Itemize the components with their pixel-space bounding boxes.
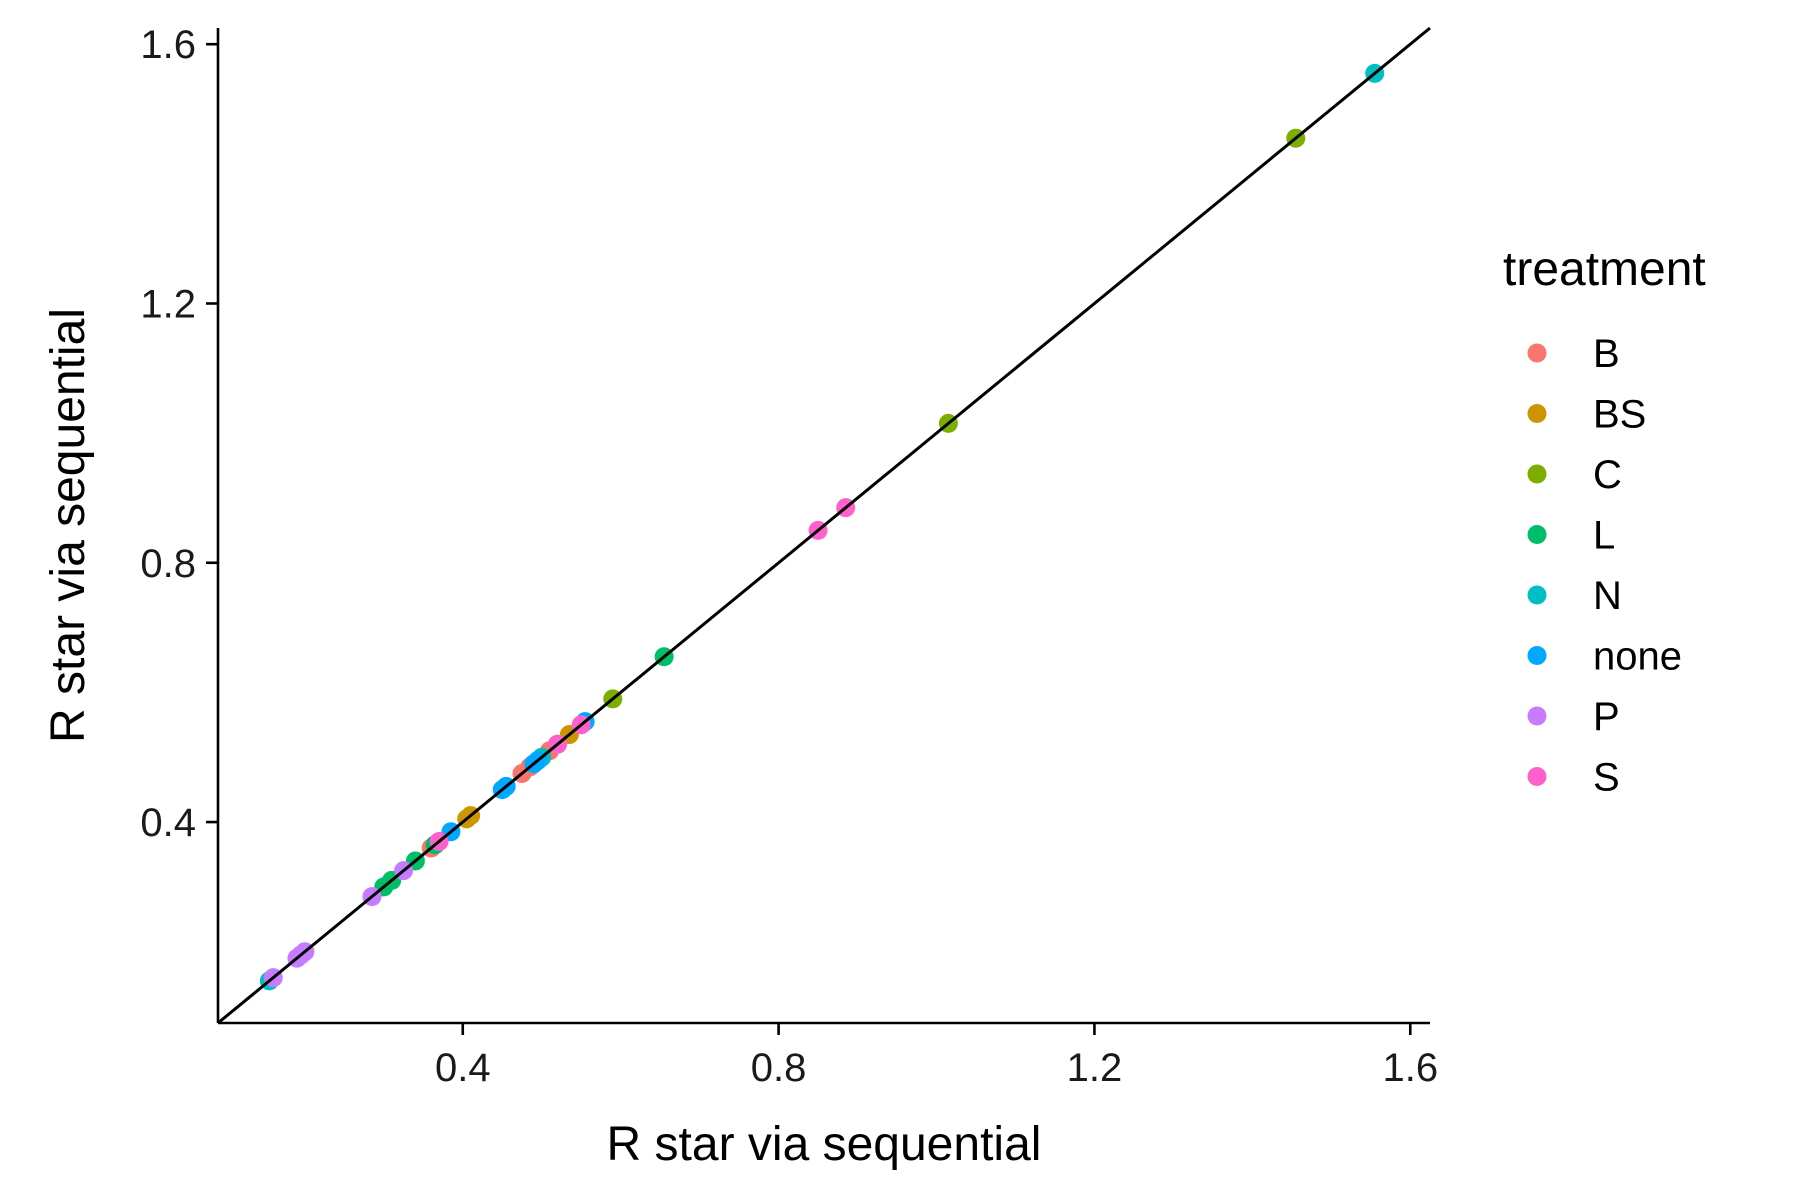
y-tick-label: 0.4 xyxy=(140,801,196,845)
legend-key-c xyxy=(1527,464,1547,484)
legend-label-p: P xyxy=(1593,695,1620,739)
x-tick-label: 0.4 xyxy=(435,1046,491,1090)
x-tick-label: 1.2 xyxy=(1067,1046,1123,1090)
legend-key-s xyxy=(1527,767,1547,786)
legend-label-s: S xyxy=(1593,756,1620,800)
legend-key-b xyxy=(1527,343,1547,363)
legend-label-none: none xyxy=(1593,635,1682,679)
y-axis-ticks: 0.4 0.8 1.2 1.6 xyxy=(140,23,218,845)
legend-label-l: L xyxy=(1593,514,1615,558)
legend-label-c: C xyxy=(1593,453,1622,497)
x-axis-title: R star via sequential xyxy=(607,1118,1042,1171)
y-tick-label: 1.2 xyxy=(140,282,196,326)
legend-title: treatment xyxy=(1503,243,1706,296)
x-axis-ticks: 0.4 0.8 1.2 1.6 xyxy=(435,1023,1438,1090)
x-tick-label: 1.6 xyxy=(1382,1046,1438,1090)
y-tick-label: 1.6 xyxy=(140,23,196,67)
x-tick-label: 0.8 xyxy=(751,1046,807,1090)
identity-reference-line xyxy=(217,26,1431,1025)
legend-label-b: B xyxy=(1593,332,1620,376)
legend-key-none xyxy=(1527,646,1547,665)
y-tick-label: 0.8 xyxy=(140,542,196,586)
legend-label-bs: BS xyxy=(1593,393,1646,437)
legend-key-n xyxy=(1527,585,1547,605)
legend-key-p xyxy=(1527,706,1547,726)
legend-key-bs xyxy=(1527,404,1547,423)
y-axis-title: R star via sequential xyxy=(42,308,95,743)
legend-label-n: N xyxy=(1593,574,1622,618)
legend-key-l xyxy=(1527,525,1547,544)
